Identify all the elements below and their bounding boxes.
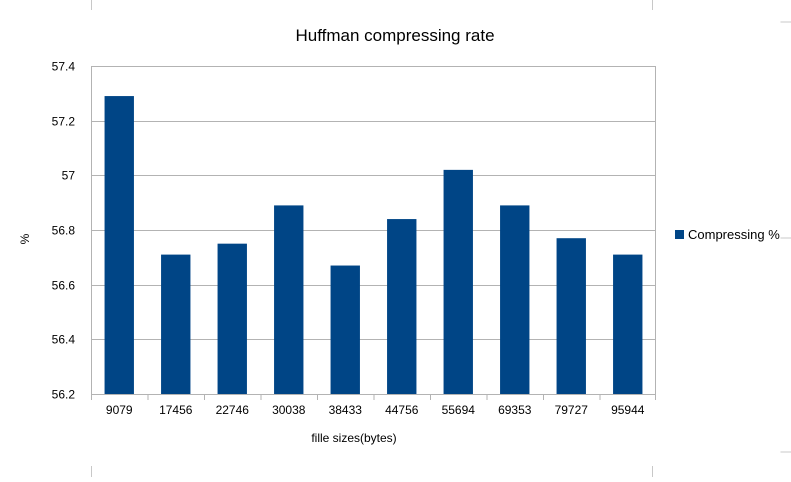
y-tick-label: 57.4 bbox=[52, 60, 76, 74]
bar bbox=[218, 244, 247, 394]
bar bbox=[557, 238, 586, 394]
x-tick-label: 38433 bbox=[329, 403, 363, 417]
bar bbox=[444, 170, 473, 394]
bar bbox=[161, 255, 190, 394]
y-tick-label: 56.8 bbox=[52, 224, 76, 238]
legend-swatch bbox=[675, 230, 684, 239]
bar bbox=[500, 205, 529, 394]
x-tick-label: 55694 bbox=[442, 403, 476, 417]
bar bbox=[613, 255, 642, 394]
x-axis-ticks: 9079 17456 22746 30038 38433 44756 55694 69353 7… bbox=[92, 394, 645, 417]
y-tick-label: 56.2 bbox=[52, 388, 76, 402]
legend: Compressing % bbox=[675, 227, 780, 242]
x-tick-label: 69353 bbox=[498, 403, 532, 417]
x-tick-label: 95944 bbox=[611, 403, 645, 417]
x-tick-label: 9079 bbox=[106, 403, 133, 417]
bar bbox=[274, 205, 303, 394]
y-tick-label: 57 bbox=[62, 169, 76, 183]
x-tick-label: 30038 bbox=[272, 403, 306, 417]
y-axis-label: % bbox=[18, 233, 32, 244]
bar bbox=[105, 96, 134, 394]
legend-label: Compressing % bbox=[688, 227, 780, 242]
y-tick-label: 56.4 bbox=[52, 333, 76, 347]
y-axis-ticks: 56.2 56.4 56.6 56.8 57 57.2 57.4 bbox=[52, 60, 76, 402]
x-tick-label: 79727 bbox=[555, 403, 589, 417]
y-tick-label: 56.6 bbox=[52, 279, 76, 293]
chart-title: Huffman compressing rate bbox=[295, 26, 494, 45]
x-tick-label: 44756 bbox=[385, 403, 419, 417]
bar bbox=[387, 219, 416, 394]
y-tick-label: 57.2 bbox=[52, 115, 76, 129]
bars bbox=[105, 96, 643, 394]
x-axis-label: fille sizes(bytes) bbox=[311, 431, 396, 445]
x-tick-label: 22746 bbox=[216, 403, 250, 417]
bar bbox=[331, 266, 360, 394]
x-tick-label: 17456 bbox=[159, 403, 193, 417]
